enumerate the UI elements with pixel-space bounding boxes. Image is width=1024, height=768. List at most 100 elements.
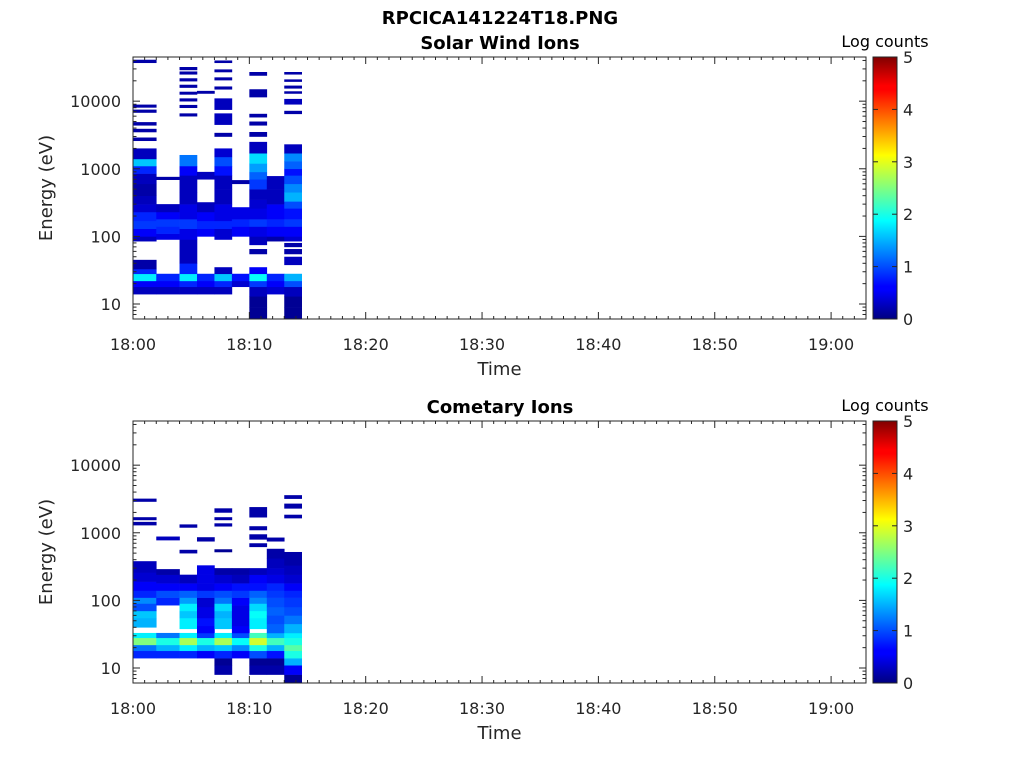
heatmap-cell bbox=[249, 236, 268, 246]
heatmap-cell bbox=[249, 280, 268, 288]
heatmap-cell bbox=[133, 561, 157, 573]
heatmap-cell bbox=[284, 236, 302, 242]
x-tick-label: 19:00 bbox=[808, 335, 854, 354]
panel-title: Cometary Ions bbox=[427, 397, 574, 418]
heatmap-cell bbox=[214, 220, 233, 229]
heatmap-cell bbox=[266, 537, 285, 542]
heatmap-cell bbox=[196, 202, 215, 213]
heatmap-cell bbox=[284, 637, 302, 646]
heatmap-cell bbox=[179, 280, 198, 288]
colorbar-tick-label: 4 bbox=[903, 464, 913, 483]
heatmap-cell bbox=[231, 615, 250, 627]
heatmap-cell bbox=[156, 273, 180, 282]
heatmap-cell bbox=[133, 183, 157, 196]
heatmap-cell bbox=[179, 632, 198, 639]
heatmap-cell bbox=[133, 220, 157, 229]
panel-solar-wind-ions: 18:00 18:10 18:20 18:30 18:40 18:50 19:0010100… bbox=[36, 32, 929, 380]
colorbar-tick-label: 5 bbox=[903, 48, 913, 67]
heatmap-cell bbox=[284, 632, 302, 639]
heatmap-cell bbox=[249, 286, 268, 297]
heatmap-cell bbox=[156, 574, 180, 584]
heatmap-cell bbox=[284, 110, 302, 115]
heatmap-cell bbox=[133, 572, 157, 582]
heatmap-cell bbox=[284, 280, 302, 288]
heatmap-cell bbox=[266, 623, 285, 634]
heatmap-cell bbox=[156, 644, 180, 652]
heatmap-cell bbox=[133, 280, 157, 288]
heatmap-cell bbox=[249, 179, 268, 190]
colorbar-tick-label: 1 bbox=[903, 622, 913, 641]
heatmap-cell bbox=[214, 175, 233, 190]
x-tick-label: 18:40 bbox=[575, 335, 621, 354]
heatmap-cell bbox=[284, 91, 302, 94]
heatmap-cell bbox=[231, 568, 250, 575]
heatmap-cell bbox=[284, 161, 302, 170]
heatmap-cell bbox=[284, 623, 302, 634]
heatmap-cell bbox=[196, 583, 215, 591]
heatmap-cell bbox=[266, 665, 285, 675]
heatmap-cell bbox=[214, 574, 233, 584]
heatmap-cell bbox=[133, 195, 157, 205]
heatmap-cell bbox=[133, 637, 157, 646]
heatmap-cell bbox=[156, 637, 180, 646]
heatmap-cell bbox=[284, 192, 302, 202]
heatmap-cell bbox=[179, 637, 198, 646]
y-tick-label: 10 bbox=[101, 659, 121, 678]
heatmap-cell bbox=[249, 658, 268, 666]
colorbar-gradient bbox=[872, 420, 898, 684]
colorbar-tick-label: 4 bbox=[903, 100, 913, 119]
heatmap-cell bbox=[214, 523, 233, 527]
heatmap-cell bbox=[156, 569, 180, 575]
heatmap-cell bbox=[284, 256, 302, 266]
heatmap-cell bbox=[179, 590, 198, 598]
heatmap-cell bbox=[284, 273, 302, 282]
heatmap-cell bbox=[133, 59, 157, 64]
heatmap-cell bbox=[214, 658, 233, 666]
heatmap-cell bbox=[231, 574, 250, 584]
heatmap-cell bbox=[179, 165, 198, 176]
heatmap-cell bbox=[214, 517, 233, 521]
x-tick-label: 18:50 bbox=[692, 335, 738, 354]
heatmap-cell bbox=[196, 286, 215, 295]
heatmap-cell bbox=[179, 549, 198, 554]
heatmap-cell bbox=[179, 98, 198, 102]
axes-frame bbox=[132, 420, 867, 684]
heatmap-cell bbox=[214, 617, 233, 630]
heatmap-cell bbox=[266, 637, 285, 646]
heatmap-cell bbox=[249, 131, 268, 137]
heatmap-cell bbox=[196, 617, 215, 627]
x-tick-label: 18:50 bbox=[692, 699, 738, 718]
heatmap-cell bbox=[231, 625, 250, 634]
heatmap-cell bbox=[179, 597, 198, 604]
heatmap-cell bbox=[179, 610, 198, 619]
heatmap-cell bbox=[249, 141, 268, 154]
heatmap-cell bbox=[231, 273, 250, 282]
heatmap-cell bbox=[266, 219, 285, 227]
heatmap-cell bbox=[266, 226, 285, 237]
heatmap-cell bbox=[179, 113, 198, 117]
y-tick-label: 10 bbox=[101, 295, 121, 314]
colorbar-label: Log counts bbox=[841, 396, 928, 415]
heatmap-cell bbox=[249, 610, 268, 619]
heatmap-cell bbox=[133, 273, 157, 282]
heatmap-cell bbox=[249, 267, 268, 275]
heatmap-cell bbox=[231, 605, 250, 616]
heatmap-cell bbox=[214, 665, 233, 675]
heatmap-cell bbox=[156, 211, 180, 220]
heatmap-cell bbox=[284, 574, 302, 584]
heatmap-cell bbox=[284, 98, 302, 105]
colorbar-tick-label: 2 bbox=[903, 569, 913, 588]
heatmap-cell bbox=[249, 650, 268, 659]
heatmap-cell bbox=[196, 597, 215, 608]
heatmap-cells bbox=[133, 495, 302, 684]
heatmap-cell bbox=[284, 242, 302, 248]
heatmap-cell bbox=[284, 175, 302, 185]
heatmap-cell bbox=[133, 109, 157, 113]
heatmap-cell bbox=[133, 173, 157, 185]
heatmap-cell bbox=[214, 86, 233, 90]
heatmap-cell bbox=[249, 89, 268, 98]
colorbar-tick-label: 1 bbox=[903, 258, 913, 277]
heatmap-cell bbox=[133, 581, 157, 591]
heatmap-cell bbox=[266, 583, 285, 591]
